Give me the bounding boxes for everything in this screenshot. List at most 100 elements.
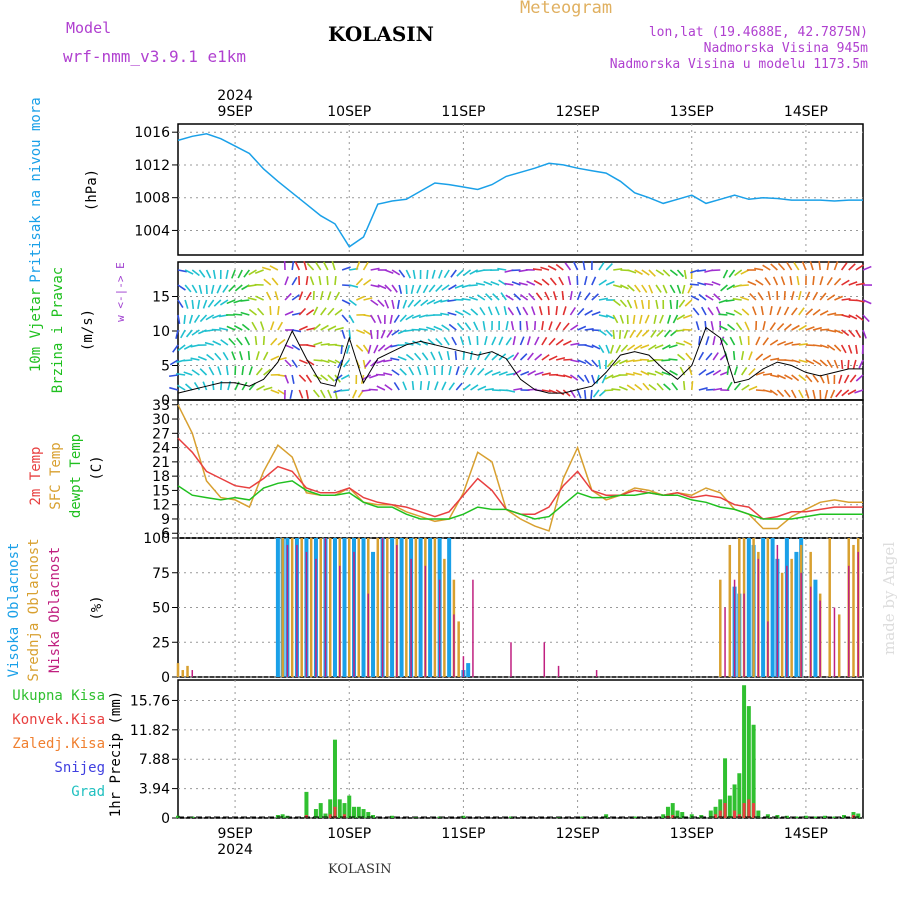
wind-arrow <box>791 374 800 382</box>
wind-arrow <box>847 389 857 396</box>
wind-arrow <box>369 314 377 324</box>
wind-arrow <box>306 344 316 348</box>
wind-arrow <box>705 370 715 376</box>
wind-arrow <box>544 291 550 301</box>
wind-arrow <box>725 311 735 316</box>
wind-arrow <box>718 313 728 316</box>
wind-arrow <box>455 366 460 376</box>
wind-arrow <box>796 275 800 286</box>
wind-arrow <box>484 369 493 376</box>
wind-arrow <box>791 307 798 316</box>
y-tick-label: 33 <box>152 398 170 414</box>
wind-arrow <box>577 307 585 316</box>
wind-arrow <box>204 341 214 346</box>
wind-arrow <box>231 351 236 361</box>
wind-arrow <box>548 355 558 361</box>
day-label-top: 13SEP <box>670 104 714 120</box>
precip-bar <box>856 813 861 818</box>
wind-arrow <box>334 275 337 286</box>
wind-arrow <box>505 321 509 331</box>
day-label-bottom: 11SEP <box>441 826 485 842</box>
cloud-bar <box>724 607 726 677</box>
wind-arrow <box>555 338 564 346</box>
wind-arrow <box>634 269 643 276</box>
wind-arrow <box>644 314 650 324</box>
wind-arrow <box>541 354 550 361</box>
wind-speed-line <box>177 326 863 394</box>
cloud-bar <box>852 544 855 677</box>
cloud-bar <box>857 551 859 677</box>
wind-arrow <box>826 260 830 271</box>
cloud-bar <box>786 565 788 677</box>
wind-arrow <box>826 344 836 351</box>
wind-arrow <box>234 284 243 292</box>
wind-arrow <box>739 284 749 287</box>
wind-arrow <box>827 329 837 333</box>
wind-arrow <box>757 292 764 301</box>
wind-arrow <box>490 280 500 286</box>
wind-arrow <box>812 308 821 316</box>
wind-arrow <box>843 374 850 384</box>
wind-arrow <box>805 326 815 331</box>
cloud-bar <box>752 538 755 677</box>
wind-arrow <box>341 299 351 305</box>
wind-arrow <box>284 359 292 367</box>
wind-arrow <box>784 341 794 346</box>
y-tick-label: 1008 <box>134 191 170 207</box>
cloud-bar <box>319 538 322 677</box>
wind-arrow <box>726 381 733 391</box>
dewpt-label: dewpt Temp <box>68 434 84 518</box>
precip-bar <box>580 816 585 818</box>
wind-arrow <box>726 284 735 291</box>
wind-arrow <box>225 365 229 376</box>
wind-arrow <box>669 369 678 376</box>
wind-arrow <box>355 261 361 271</box>
wind-arrow <box>623 329 629 339</box>
wind-arrow <box>271 277 279 286</box>
wind-arrow <box>819 276 824 286</box>
wind-arrow <box>672 314 679 324</box>
wind-arrow <box>567 276 572 286</box>
precip-bar <box>747 799 751 818</box>
wind-arrow <box>274 291 279 301</box>
precip-bar <box>737 814 741 818</box>
cloud-bar <box>733 579 736 677</box>
wind-arrow <box>241 365 245 376</box>
wind-arrow <box>848 281 858 286</box>
wind-arrow <box>248 308 257 316</box>
wind-arrow <box>798 324 807 331</box>
precip-bar <box>671 815 675 818</box>
wind-arrow <box>284 344 294 350</box>
wind-arrow <box>506 372 516 376</box>
wind-arrow <box>618 329 622 340</box>
wind-arrow <box>233 313 243 316</box>
wind-arrow <box>598 279 607 286</box>
wind-arrow <box>377 299 385 308</box>
wind-arrow <box>577 325 587 331</box>
wind-arrow <box>455 382 463 391</box>
precip-bar <box>732 784 737 818</box>
wind-arrow <box>629 329 636 339</box>
wind-arrow <box>384 384 393 391</box>
wind-arrow <box>591 374 596 384</box>
precip-bar <box>371 815 376 818</box>
wind-arrow <box>498 371 508 376</box>
wind-arrow <box>241 323 250 331</box>
wind-arrow <box>669 269 678 277</box>
dewpt-line <box>177 480 863 520</box>
cloud-bar <box>418 538 423 677</box>
wind-arrow <box>377 284 387 290</box>
wind-arrow <box>535 292 543 301</box>
wind-arrow <box>435 337 443 346</box>
wind-arrow <box>443 269 450 279</box>
wind-arrow <box>584 328 594 331</box>
wind-arrow <box>205 269 212 279</box>
wind-arrow <box>572 261 579 271</box>
wind-arrow <box>809 261 814 271</box>
wind-arrow <box>199 314 208 323</box>
precip-bar <box>723 803 727 818</box>
wind-arrow <box>177 269 187 273</box>
y-tick-label: 6 <box>161 526 170 542</box>
wind-arrow <box>762 389 773 394</box>
wind-arrow <box>552 291 557 301</box>
